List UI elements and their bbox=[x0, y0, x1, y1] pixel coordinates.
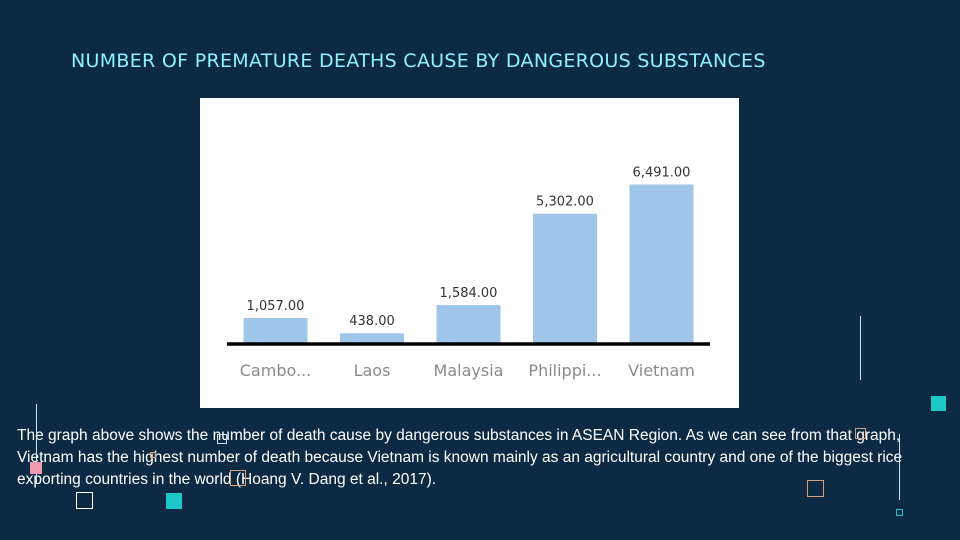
decor-square bbox=[30, 462, 42, 474]
decor-line bbox=[860, 316, 861, 380]
data-label: 6,491.00 bbox=[633, 166, 691, 181]
decor-square-outline bbox=[230, 470, 246, 486]
decor-square-outline bbox=[896, 509, 903, 516]
data-label: 1,057.00 bbox=[247, 299, 305, 314]
decor-square bbox=[931, 396, 946, 411]
decor-line bbox=[899, 434, 900, 500]
decor-square-outline bbox=[150, 452, 156, 458]
chart-svg: 1,057.00 Cambo... 438.00 Laos 1,584.00 Malays… bbox=[227, 166, 710, 380]
bar bbox=[340, 333, 404, 344]
decor-line bbox=[36, 404, 37, 484]
bar bbox=[243, 318, 308, 344]
data-label: 438.00 bbox=[349, 314, 395, 329]
decor-square bbox=[166, 493, 182, 509]
category-tick-label: Laos bbox=[354, 361, 391, 380]
decor-square-outline bbox=[807, 480, 824, 497]
slide-title: NUMBER OF PREMATURE DEATHS CAUSE BY DANG… bbox=[71, 50, 766, 72]
category-tick-label: Vietnam bbox=[628, 361, 695, 380]
bar-chart: 1,057.00 Cambo... 438.00 Laos 1,584.00 Malays… bbox=[200, 98, 739, 408]
category-tick-label: Philippi... bbox=[528, 361, 601, 380]
bar bbox=[533, 213, 597, 344]
bar bbox=[629, 184, 694, 344]
body-paragraph: The graph above shows the number of deat… bbox=[17, 427, 903, 488]
category-tick-label: Cambo... bbox=[240, 361, 311, 380]
data-label: 5,302.00 bbox=[536, 195, 594, 210]
category-tick-label: Malaysia bbox=[434, 361, 504, 380]
decor-square-outline bbox=[217, 434, 227, 444]
decor-square-outline bbox=[855, 428, 866, 439]
bar bbox=[436, 305, 501, 344]
decor-square-outline bbox=[76, 492, 93, 509]
data-label: 1,584.00 bbox=[440, 286, 498, 301]
